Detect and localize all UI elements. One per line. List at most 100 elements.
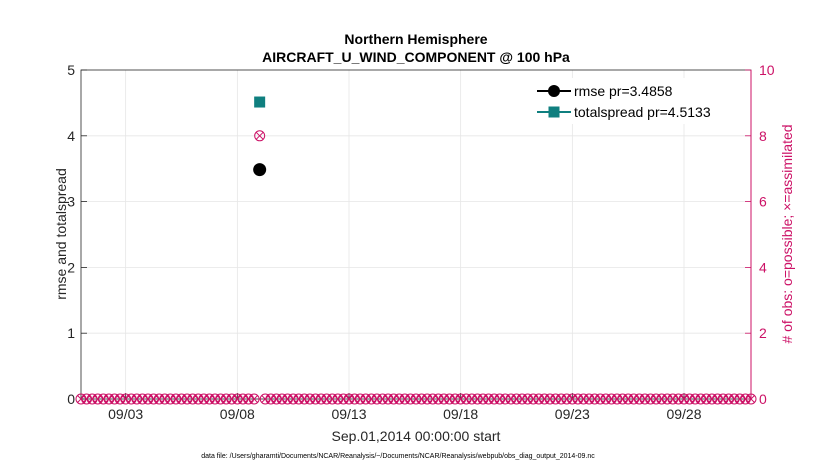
obs-count-markers bbox=[75, 130, 757, 405]
left-tick-label: 2 bbox=[67, 259, 75, 275]
obs-assimilated-marker bbox=[216, 395, 225, 403]
obs-assimilated-marker bbox=[557, 395, 566, 403]
obs-assimilated-marker bbox=[356, 395, 365, 403]
obs-assimilated-marker bbox=[613, 395, 621, 403]
left-tick-label: 4 bbox=[67, 128, 75, 144]
left-tick-label: 1 bbox=[67, 325, 75, 341]
legend-totalspread-label: totalspread pr=4.5133 bbox=[574, 104, 711, 120]
obs-assimilated-marker bbox=[105, 395, 113, 403]
obs-possible-marker bbox=[254, 130, 266, 142]
grid-lines bbox=[81, 70, 751, 399]
obs-assimilated-marker bbox=[384, 395, 392, 403]
obs-assimilated-marker bbox=[624, 395, 633, 403]
left-y-axis: 0 1 2 3 4 5 bbox=[67, 62, 87, 407]
obs-assimilated-marker bbox=[239, 395, 247, 403]
obs-assimilated-marker bbox=[255, 131, 264, 140]
obs-assimilated-marker bbox=[333, 395, 342, 403]
obs-assimilated-marker bbox=[373, 395, 381, 403]
obs-assimilated-marker bbox=[512, 395, 521, 403]
obs-assimilated-marker bbox=[110, 395, 119, 403]
right-y-axis: 0 2 4 6 8 10 bbox=[745, 62, 775, 407]
obs-possible-marker bbox=[248, 393, 260, 405]
obs-assimilated-marker bbox=[160, 395, 169, 403]
obs-assimilated-marker bbox=[350, 395, 359, 403]
obs-assimilated-marker bbox=[579, 395, 588, 403]
obs-assimilated-marker bbox=[668, 395, 677, 403]
obs-assimilated-marker bbox=[685, 395, 694, 403]
chart-title-line2: AIRCRAFT_U_WIND_COMPONENT @ 100 hPa bbox=[262, 49, 570, 65]
obs-assimilated-marker bbox=[691, 395, 700, 403]
obs-assimilated-marker bbox=[294, 395, 303, 403]
obs-assimilated-marker bbox=[674, 395, 683, 403]
obs-assimilated-marker bbox=[534, 395, 543, 403]
obs-assimilated-marker bbox=[434, 395, 443, 403]
obs-assimilated-marker bbox=[467, 395, 476, 403]
obs-assimilated-marker bbox=[646, 395, 655, 403]
legend-totalspread-marker bbox=[548, 106, 560, 118]
obs-assimilated-marker bbox=[183, 395, 191, 403]
obs-assimilated-marker bbox=[233, 395, 242, 403]
obs-assimilated-marker bbox=[657, 395, 666, 403]
obs-assimilated-marker bbox=[266, 395, 275, 403]
obs-assimilated-marker bbox=[551, 395, 560, 403]
obs-assimilated-marker bbox=[518, 395, 526, 403]
obs-assimilated-marker bbox=[250, 395, 258, 403]
obs-assimilated-marker bbox=[361, 395, 370, 403]
obs-assimilated-marker bbox=[702, 395, 711, 403]
obs-assimilated-marker bbox=[641, 395, 649, 403]
left-tick-label: 3 bbox=[67, 194, 75, 210]
obs-assimilated-marker bbox=[272, 395, 281, 403]
obs-assimilated-marker bbox=[473, 395, 482, 403]
right-tick-label: 10 bbox=[759, 62, 775, 78]
data-file-footer: data file: /Users/gharamti/Documents/NCA… bbox=[201, 453, 595, 460]
obs-assimilated-marker bbox=[629, 395, 638, 403]
obs-assimilated-marker bbox=[601, 395, 610, 403]
obs-assimilated-marker bbox=[479, 395, 487, 403]
obs-assimilated-marker bbox=[378, 395, 387, 403]
y-axis-label-right: # of obs: o=possible; ×=assimilated bbox=[779, 124, 795, 343]
x-tick-label: 09/28 bbox=[666, 406, 701, 422]
x-axis: 09/03 09/08 09/13 09/18 09/23 09/28 bbox=[108, 393, 702, 422]
obs-assimilated-marker bbox=[417, 395, 426, 403]
obs-assimilated-marker bbox=[462, 395, 471, 403]
obs-assimilated-marker bbox=[127, 395, 136, 403]
legend-box bbox=[534, 78, 744, 124]
obs-assimilated-marker bbox=[345, 395, 353, 403]
obs-assimilated-marker bbox=[663, 395, 672, 403]
obs-assimilated-marker bbox=[389, 395, 398, 403]
obs-assimilated-marker bbox=[724, 395, 733, 403]
obs-assimilated-marker bbox=[490, 395, 499, 403]
obs-assimilated-marker bbox=[278, 395, 286, 403]
legend-rmse-label: rmse pr=3.4858 bbox=[574, 83, 673, 99]
obs-assimilated-marker bbox=[199, 395, 208, 403]
left-tick-label: 5 bbox=[67, 62, 75, 78]
obs-assimilated-marker bbox=[300, 395, 309, 403]
obs-assimilated-marker bbox=[540, 395, 549, 403]
legend-rmse-marker bbox=[548, 85, 560, 97]
y-axis-label-left: rmse and totalspread bbox=[53, 168, 69, 300]
x-tick-label: 09/08 bbox=[220, 406, 255, 422]
obs-assimilated-marker bbox=[155, 395, 164, 403]
series-markers bbox=[253, 96, 267, 177]
left-tick-label: 0 bbox=[67, 391, 75, 407]
obs-possible-marker bbox=[745, 393, 757, 405]
obs-assimilated-marker bbox=[177, 395, 186, 403]
obs-assimilated-marker bbox=[205, 395, 214, 403]
rmse-point bbox=[253, 163, 267, 177]
obs-assimilated-marker bbox=[501, 395, 510, 403]
obs-assimilated-marker bbox=[93, 395, 102, 403]
obs-assimilated-marker bbox=[149, 395, 158, 403]
obs-assimilated-marker bbox=[562, 395, 571, 403]
obs-assimilated-marker bbox=[652, 395, 660, 403]
x-axis-label: Sep.01,2014 00:00:00 start bbox=[332, 428, 501, 444]
obs-assimilated-marker bbox=[138, 395, 147, 403]
x-tick-label: 09/23 bbox=[555, 406, 590, 422]
obs-assimilated-marker bbox=[166, 395, 175, 403]
obs-assimilated-marker bbox=[708, 395, 716, 403]
obs-assimilated-marker bbox=[367, 395, 376, 403]
right-tick-label: 2 bbox=[759, 325, 767, 341]
x-tick-label: 09/18 bbox=[443, 406, 478, 422]
obs-assimilated-marker bbox=[328, 395, 337, 403]
obs-assimilated-marker bbox=[529, 395, 538, 403]
